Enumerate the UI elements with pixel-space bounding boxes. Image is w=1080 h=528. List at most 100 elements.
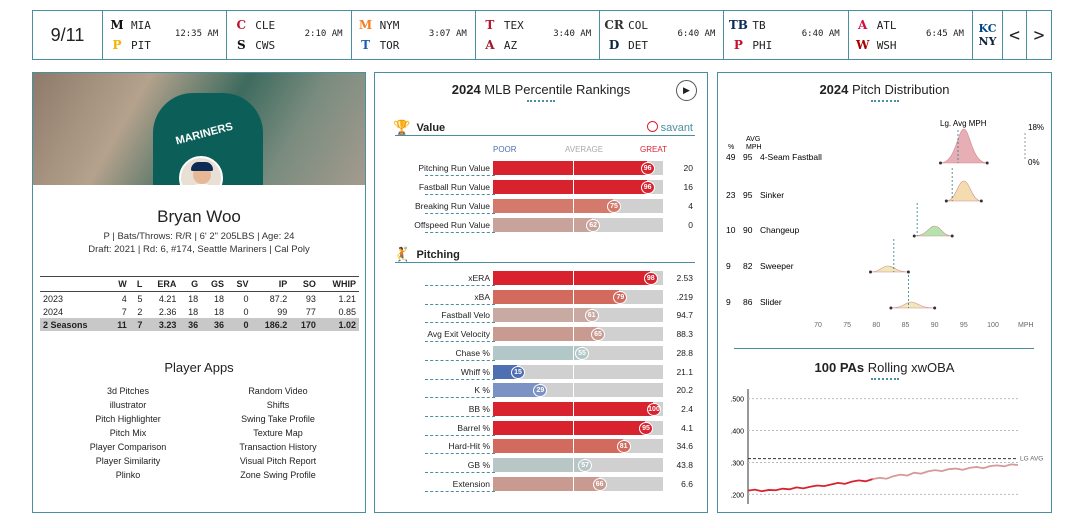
game-time: 6:40 AM xyxy=(801,29,840,39)
percentile-bar-track[interactable]: 79 xyxy=(493,289,663,304)
mets-logo-icon: M xyxy=(358,18,373,32)
player-app-link[interactable]: Shifts xyxy=(266,400,290,410)
scoreboard: 9/11 M MIA P PIT 12:35 AM C CLE S CWS 2:10 A… xyxy=(32,10,1052,60)
play-icon[interactable]: ▶ xyxy=(676,80,697,101)
game-card[interactable]: A ATL W WSH 6:45 AM xyxy=(849,11,973,59)
rays-logo-icon: TB xyxy=(728,18,748,32)
game-card[interactable]: M MIA P PIT 12:35 AM xyxy=(103,11,228,59)
percentile-row-label: Fastball Run Value xyxy=(385,182,495,195)
player-app-link[interactable]: Plinko xyxy=(115,470,141,480)
percentile-bar-track[interactable]: 61 xyxy=(493,308,663,323)
prev-games-button[interactable]: < xyxy=(1003,11,1027,59)
away-team: MIA xyxy=(131,18,151,32)
game-card[interactable]: CR COL D DET 6:40 AM xyxy=(600,11,725,59)
player-panel: MARINERS Bryan Woo P | Bats/Throws: R/R … xyxy=(32,72,366,513)
stats-cell: 11 xyxy=(108,318,130,331)
percentile-title: 2024 MLB Percentile Rankings xyxy=(375,73,707,102)
percentile-bar-track[interactable]: 100 xyxy=(493,401,663,416)
stats-cell: 1.02 xyxy=(318,318,359,331)
braves-logo-icon: A xyxy=(858,18,868,32)
percentile-row-label: BB % xyxy=(385,404,495,417)
percentile-bubble: 96 xyxy=(640,181,655,194)
percentile-row-label: Breaking Run Value xyxy=(385,201,495,214)
stats-header: SV xyxy=(227,276,252,292)
x-tick-label: 95 xyxy=(960,322,968,329)
pitch-pct: 9 xyxy=(726,297,731,307)
rolling-xwoba-chart: .500 .400 .300 .200 LG AVG xyxy=(730,389,1043,504)
percentile-row-value: 88.3 xyxy=(676,329,693,340)
pitch-range-dot xyxy=(939,161,942,165)
player-app-link[interactable]: Swing Take Profile xyxy=(241,414,315,424)
percentile-bar xyxy=(493,401,653,416)
percentile-row-label: K % xyxy=(385,385,495,399)
percentile-bar xyxy=(493,458,585,472)
y-tick-label: .500 xyxy=(730,397,744,404)
game-card[interactable]: T TEX A AZ 3:40 AM xyxy=(476,11,601,59)
percentile-bubble: 65 xyxy=(591,328,605,342)
pitch-density-curve xyxy=(946,180,982,202)
rockies-logo-icon: CR xyxy=(604,18,624,32)
percentile-row-value: 2.53 xyxy=(676,273,693,283)
percentile-bubble: 96 xyxy=(640,162,655,175)
stats-cell: 18 xyxy=(213,306,224,317)
stats-cell: 4 xyxy=(121,293,127,304)
pirates-logo-icon: P xyxy=(112,38,122,52)
stats-cell: 87.2 xyxy=(269,293,288,304)
lg-avg-label: LG AVG xyxy=(1020,456,1043,463)
percentile-bar-track[interactable]: 96 xyxy=(493,180,663,194)
savant-logo[interactable]: savant xyxy=(646,121,693,134)
player-apps-list: 3d Pitches Random Video illustrator Shifts P… xyxy=(53,384,353,482)
trophy-icon: 🏆 xyxy=(393,119,411,135)
player-app-link[interactable]: Player Similarity xyxy=(95,456,161,466)
percentile-bar-track[interactable]: 96 xyxy=(493,161,663,175)
percentile-bar-track[interactable]: 55 xyxy=(493,345,663,360)
stats-row: 2023 4 5 4.21 18 18 0 87.2 93 1.21 xyxy=(40,292,359,306)
percentile-bar-track[interactable]: 15 xyxy=(493,364,663,379)
percentile-bar-track[interactable]: 95 xyxy=(493,420,663,435)
percentile-bar xyxy=(493,439,623,454)
stats-cell: 2.36 xyxy=(158,306,177,317)
away-team: NYM xyxy=(379,18,400,32)
player-app-link[interactable]: Zone Swing Profile xyxy=(240,470,316,480)
percentile-bar-track[interactable]: 29 xyxy=(493,383,663,398)
pitch-range-dot xyxy=(912,234,916,238)
percentile-bar-track[interactable]: 81 xyxy=(493,439,663,454)
percentile-row-value: 34.6 xyxy=(676,441,693,452)
percentile-bar-track[interactable]: 98 xyxy=(493,271,663,285)
bluejays-logo-icon: T xyxy=(361,38,371,52)
percentile-bar-track[interactable]: 62 xyxy=(493,218,663,232)
game-card[interactable]: C CLE S CWS 2:10 AM xyxy=(227,11,352,59)
stats-header: GS xyxy=(201,276,227,292)
player-app-link[interactable]: Visual Pitch Report xyxy=(239,456,317,466)
percentile-bar-track[interactable]: 66 xyxy=(493,476,663,491)
game-card[interactable]: M NYM T TOR 3:07 AM xyxy=(352,11,476,59)
stats-header xyxy=(40,276,109,292)
value-section-header: 🏆 Value xyxy=(393,119,446,135)
away-team: TB xyxy=(752,18,766,32)
pitch-range-dot xyxy=(933,306,937,310)
player-app-link[interactable]: Pitch Mix xyxy=(109,428,147,438)
player-headshot xyxy=(179,156,223,185)
player-app-link[interactable]: 3d Pitches xyxy=(106,386,150,396)
game-kc-nyy[interactable]: KC NY xyxy=(973,11,1003,59)
avg-col-label: AVG xyxy=(746,136,760,143)
percentile-bar-track[interactable]: 65 xyxy=(493,327,663,342)
pct-col-label: % xyxy=(728,144,734,151)
home-team: WSH xyxy=(876,38,897,52)
percentile-bar-track[interactable]: 57 xyxy=(493,458,663,472)
game-card[interactable]: TB TB P PHI 6:40 AM xyxy=(724,11,849,59)
player-app-link[interactable]: illustrator xyxy=(109,400,147,410)
percentile-bar xyxy=(493,327,597,342)
player-app-link[interactable]: Pitch Highlighter xyxy=(95,414,161,424)
player-app-link[interactable]: Random Video xyxy=(248,386,308,396)
percentile-bar-track[interactable]: 75 xyxy=(493,199,663,213)
player-action-photo: MARINERS xyxy=(33,73,365,185)
player-app-link[interactable]: Transaction History xyxy=(239,442,317,452)
percentile-rankings-panel: 2024 MLB Percentile Rankings ▶ 🏆 Value sa… xyxy=(374,72,708,513)
game-time: 6:40 AM xyxy=(677,29,716,39)
next-games-button[interactable]: > xyxy=(1033,24,1045,46)
player-app-link[interactable]: Texture Map xyxy=(253,428,303,438)
pitch-name: Slider xyxy=(760,297,782,307)
player-app-link[interactable]: Player Comparison xyxy=(89,442,167,452)
percentile-row-value: 16 xyxy=(683,182,693,192)
